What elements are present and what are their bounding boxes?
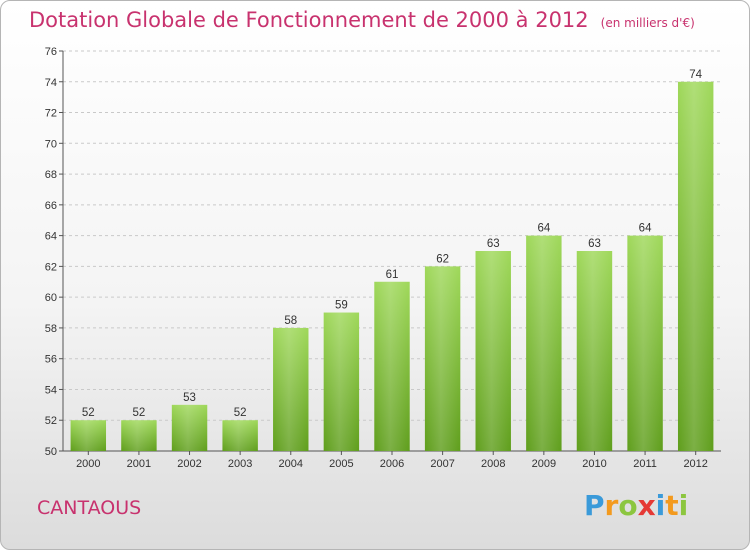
x-tick-label: 2004 — [279, 458, 303, 470]
x-tick-label: 2007 — [430, 458, 454, 470]
bar-sheen — [273, 327, 309, 451]
bar-sheen — [475, 251, 511, 451]
x-tick-label: 2011 — [633, 458, 657, 470]
x-tick-label: 2006 — [380, 458, 404, 470]
y-tick-label: 72 — [45, 108, 57, 120]
bar-sheen — [627, 235, 663, 451]
value-label: 63 — [588, 238, 601, 250]
x-tick-label: 2001 — [127, 458, 151, 470]
value-label: 59 — [335, 300, 348, 312]
value-label: 58 — [284, 315, 297, 327]
x-tick-label: 2002 — [177, 458, 201, 470]
y-tick-label: 76 — [45, 46, 57, 58]
y-tick-label: 70 — [45, 138, 57, 150]
x-tick-label: 2008 — [481, 458, 505, 470]
commune-name: CANTAOUS — [37, 497, 142, 519]
bar-sheen — [222, 420, 258, 451]
bar-sheen — [374, 281, 410, 451]
bar-sheen — [424, 266, 461, 451]
bar-sheen — [171, 404, 208, 451]
x-tick-label: 2003 — [228, 458, 252, 470]
y-tick-label: 66 — [45, 200, 57, 212]
logo-letter: t — [665, 489, 679, 522]
y-tick-label: 68 — [45, 169, 57, 181]
value-label: 61 — [386, 269, 399, 281]
chart-subtitle: (en milliers d'€) — [600, 16, 695, 30]
logo-letter: x — [637, 489, 656, 522]
y-tick-label: 54 — [45, 384, 57, 396]
bar-sheen — [526, 235, 562, 451]
logo-letter: P — [584, 489, 605, 522]
logo-letter: i — [655, 489, 666, 522]
y-tick-label: 52 — [45, 415, 57, 427]
value-label: 52 — [82, 407, 95, 419]
axes: 50 52 54 56 58 60 62 64 66 68 70 72 74 76 2000 2001 2002… — [45, 46, 721, 470]
value-label: 52 — [234, 407, 247, 419]
value-label: 64 — [639, 223, 652, 235]
proxiti-logo: Proxiti — [584, 489, 688, 522]
value-label: 52 — [133, 407, 146, 419]
logo-letter: r — [604, 489, 619, 522]
y-tick-label: 74 — [45, 77, 57, 89]
value-label: 62 — [436, 253, 449, 265]
x-tick-label: 2010 — [582, 458, 606, 470]
y-tick-label: 64 — [45, 231, 57, 243]
bar-sheen — [576, 251, 613, 451]
x-tick-label: 2009 — [532, 458, 556, 470]
x-tick-label: 2005 — [329, 458, 353, 470]
y-tick-label: 50 — [45, 446, 57, 458]
logo-letter: i — [678, 489, 689, 522]
bar-sheen — [70, 420, 107, 451]
bar-sheen — [677, 81, 714, 452]
value-label: 53 — [183, 392, 196, 404]
y-tick-label: 58 — [45, 323, 57, 335]
value-label: 74 — [689, 69, 702, 81]
bar-sheen — [121, 420, 157, 451]
y-tick-label: 60 — [45, 292, 57, 304]
value-label: 63 — [487, 238, 500, 250]
y-tick-label: 56 — [45, 354, 57, 366]
bar-sheen — [323, 312, 360, 451]
logo-letter: o — [618, 489, 638, 522]
x-tick-label: 2012 — [683, 458, 707, 470]
y-tick-label: 62 — [45, 261, 57, 273]
x-tick-label: 2000 — [76, 458, 100, 470]
value-label: 64 — [537, 223, 550, 235]
chart-title: Dotation Globale de Fonctionnement de 20… — [29, 8, 695, 32]
bars: 52 52 53 52 58 59 61 62 63 64 63 64 74 — [70, 69, 714, 452]
chart-title-text: Dotation Globale de Fonctionnement de 20… — [29, 8, 589, 32]
